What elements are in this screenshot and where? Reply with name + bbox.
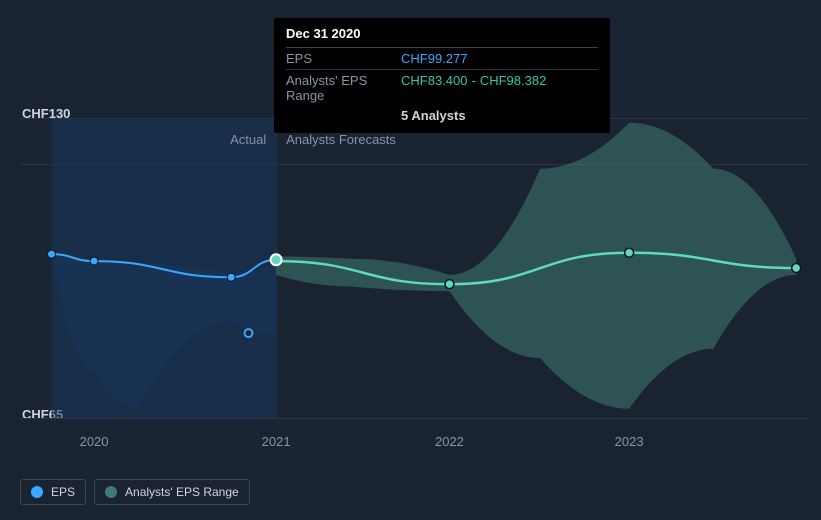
legend-item-eps[interactable]: EPS bbox=[20, 479, 86, 505]
tooltip-eps-value: CHF99.277 bbox=[401, 51, 467, 66]
tooltip-range-label: Analysts' EPS Range bbox=[286, 73, 401, 103]
eps-chart[interactable]: CHF130 CHF65 Actual Analysts Forecasts 2… bbox=[20, 118, 808, 438]
tooltip-range-low: CHF83.400 bbox=[401, 73, 467, 88]
x-axis-label: 2021 bbox=[262, 434, 291, 449]
tooltip-eps-label: EPS bbox=[286, 51, 401, 66]
chart-tooltip: Dec 31 2020 EPS CHF99.277 Analysts' EPS … bbox=[274, 18, 610, 133]
legend-label: EPS bbox=[51, 485, 75, 499]
x-axis-label: 2023 bbox=[615, 434, 644, 449]
legend-swatch-icon bbox=[105, 486, 117, 498]
tooltip-range-high: CHF98.382 bbox=[480, 73, 546, 88]
legend-item-range[interactable]: Analysts' EPS Range bbox=[94, 479, 250, 505]
x-axis-label: 2022 bbox=[435, 434, 464, 449]
tooltip-analysts-count: 5 Analysts bbox=[286, 106, 598, 123]
legend-label: Analysts' EPS Range bbox=[125, 485, 239, 499]
chart-legend: EPS Analysts' EPS Range bbox=[20, 479, 250, 505]
x-axis-label: 2020 bbox=[80, 434, 109, 449]
chart-svg bbox=[20, 118, 808, 418]
tooltip-date: Dec 31 2020 bbox=[286, 26, 598, 47]
grid-line bbox=[20, 418, 808, 419]
legend-swatch-icon bbox=[31, 486, 43, 498]
